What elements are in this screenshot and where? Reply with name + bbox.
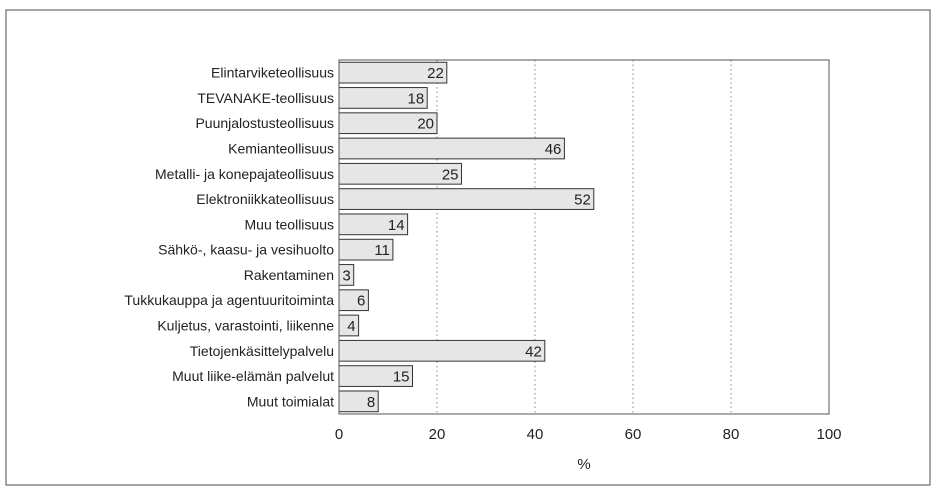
x-axis-label: % (577, 456, 590, 473)
bar (338, 137, 565, 160)
category-label: Elektroniikkateollisuus (196, 191, 334, 207)
value-label: 20 (417, 116, 434, 133)
value-label: 6 (357, 293, 365, 310)
category-label: Muut liike-elämän palvelut (172, 368, 334, 384)
category-label: Kuljetus, varastointi, liikenne (157, 318, 334, 334)
x-tick-labels: 0 20 40 60 80 100 (335, 426, 842, 443)
x-tick-label: 80 (723, 426, 740, 443)
category-label: TEVANAKE-teollisuus (197, 90, 334, 106)
category-label: Tukkukauppa ja agentuuritoiminta (124, 292, 334, 308)
value-label: 4 (347, 318, 355, 335)
value-label: 46 (545, 141, 562, 158)
bar (338, 188, 595, 210)
x-tick-label: 40 (527, 426, 544, 443)
value-label: 15 (393, 369, 410, 386)
category-label: Rakentaminen (244, 267, 334, 283)
value-label: 8 (367, 394, 375, 411)
category-label: Tietojenkäsittelypalvelu (190, 343, 334, 359)
category-label: Muu teollisuus (245, 216, 335, 232)
category-label: Kemianteollisuus (228, 141, 334, 157)
value-label: 18 (408, 90, 425, 107)
x-tick-label: 20 (429, 426, 446, 443)
value-label: 11 (374, 242, 390, 259)
category-labels: Elintarviketeollisuus TEVANAKE-teollisuus… (124, 65, 334, 410)
value-label: 42 (525, 343, 542, 360)
category-label: Elintarviketeollisuus (211, 65, 334, 81)
x-tick-label: 0 (335, 426, 343, 443)
value-label: 14 (388, 217, 405, 234)
x-tick-label: 60 (625, 426, 642, 443)
value-label: 52 (574, 192, 591, 209)
category-label: Muut toimialat (247, 393, 334, 409)
category-label: Sähkö-, kaasu- ja vesihuolto (158, 242, 334, 258)
x-tick-label: 100 (816, 426, 841, 443)
value-label: 25 (442, 166, 459, 183)
category-label: Metalli- ja konepajateollisuus (155, 166, 334, 182)
value-label: 22 (427, 65, 444, 82)
bar (338, 339, 546, 362)
category-label: Puunjalostusteollisuus (195, 115, 334, 131)
plot-area-frame (338, 59, 830, 415)
figure-border (5, 9, 931, 486)
bars (338, 61, 595, 413)
value-label: 3 (342, 267, 350, 284)
